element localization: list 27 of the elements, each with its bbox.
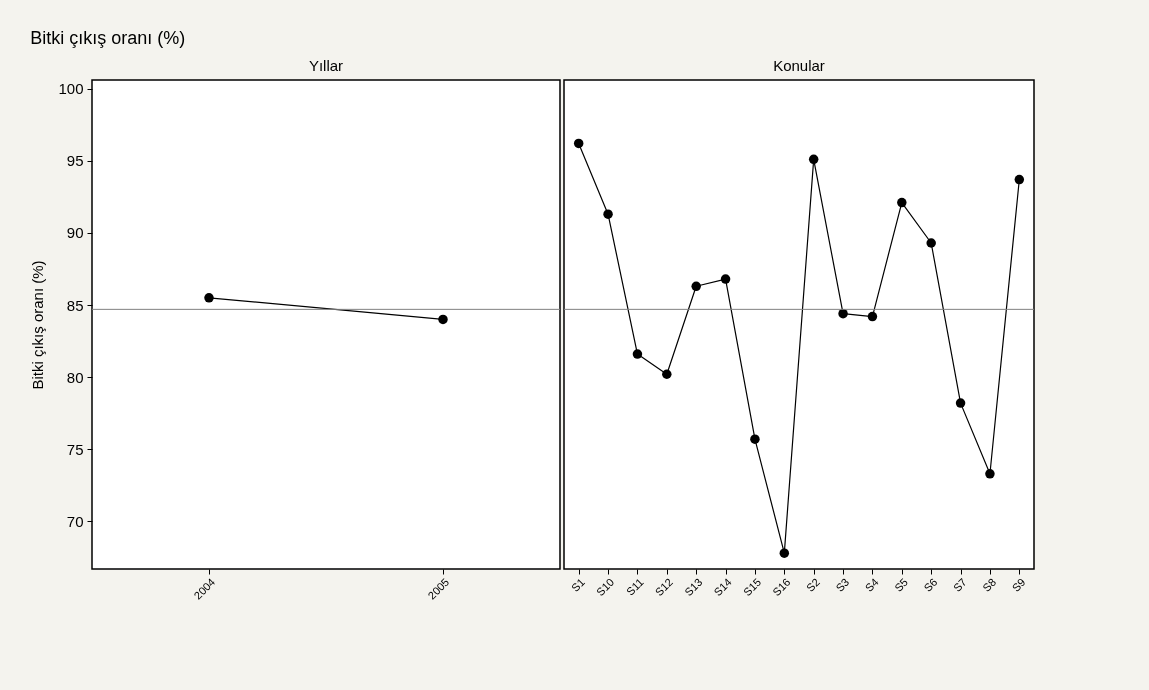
x-tick-label: S5 (892, 575, 911, 594)
x-tick-label: S2 (803, 575, 822, 594)
x-tick-label: S11 (623, 575, 646, 598)
y-tick-label: 95 (66, 152, 84, 170)
y-tick-label: 90 (66, 224, 84, 242)
chart-title: Bitki çıkış oranı (%) (30, 28, 186, 49)
x-tick-label: S8 (980, 575, 999, 594)
y-tick-label: 80 (66, 368, 84, 386)
y-axis-title: Bitki çıkış oranı (%) (29, 260, 47, 390)
x-tick-label: S15 (740, 575, 764, 599)
x-tick-label: S10 (594, 575, 617, 599)
x-tick-label: S13 (682, 575, 705, 599)
y-tick-label: 75 (66, 440, 84, 458)
x-tick-label: S14 (711, 575, 734, 599)
y-tick-label: 100 (58, 80, 84, 98)
y-tick-label: 85 (66, 296, 84, 314)
x-tick-label: S9 (1009, 575, 1028, 594)
x-tick-label: S16 (770, 575, 793, 599)
x-tick-label: S1 (568, 575, 587, 594)
y-tick-label: 70 (66, 512, 84, 530)
x-tick-label: S6 (921, 575, 940, 594)
chart-subtitle: Yıllar (308, 57, 344, 74)
x-tick-label: S4 (862, 575, 881, 594)
x-tick-label: S12 (652, 575, 676, 599)
chart-subtitle: Konular (773, 57, 825, 74)
x-tick-label: S7 (950, 575, 969, 594)
x-tick-label: S3 (833, 575, 852, 594)
